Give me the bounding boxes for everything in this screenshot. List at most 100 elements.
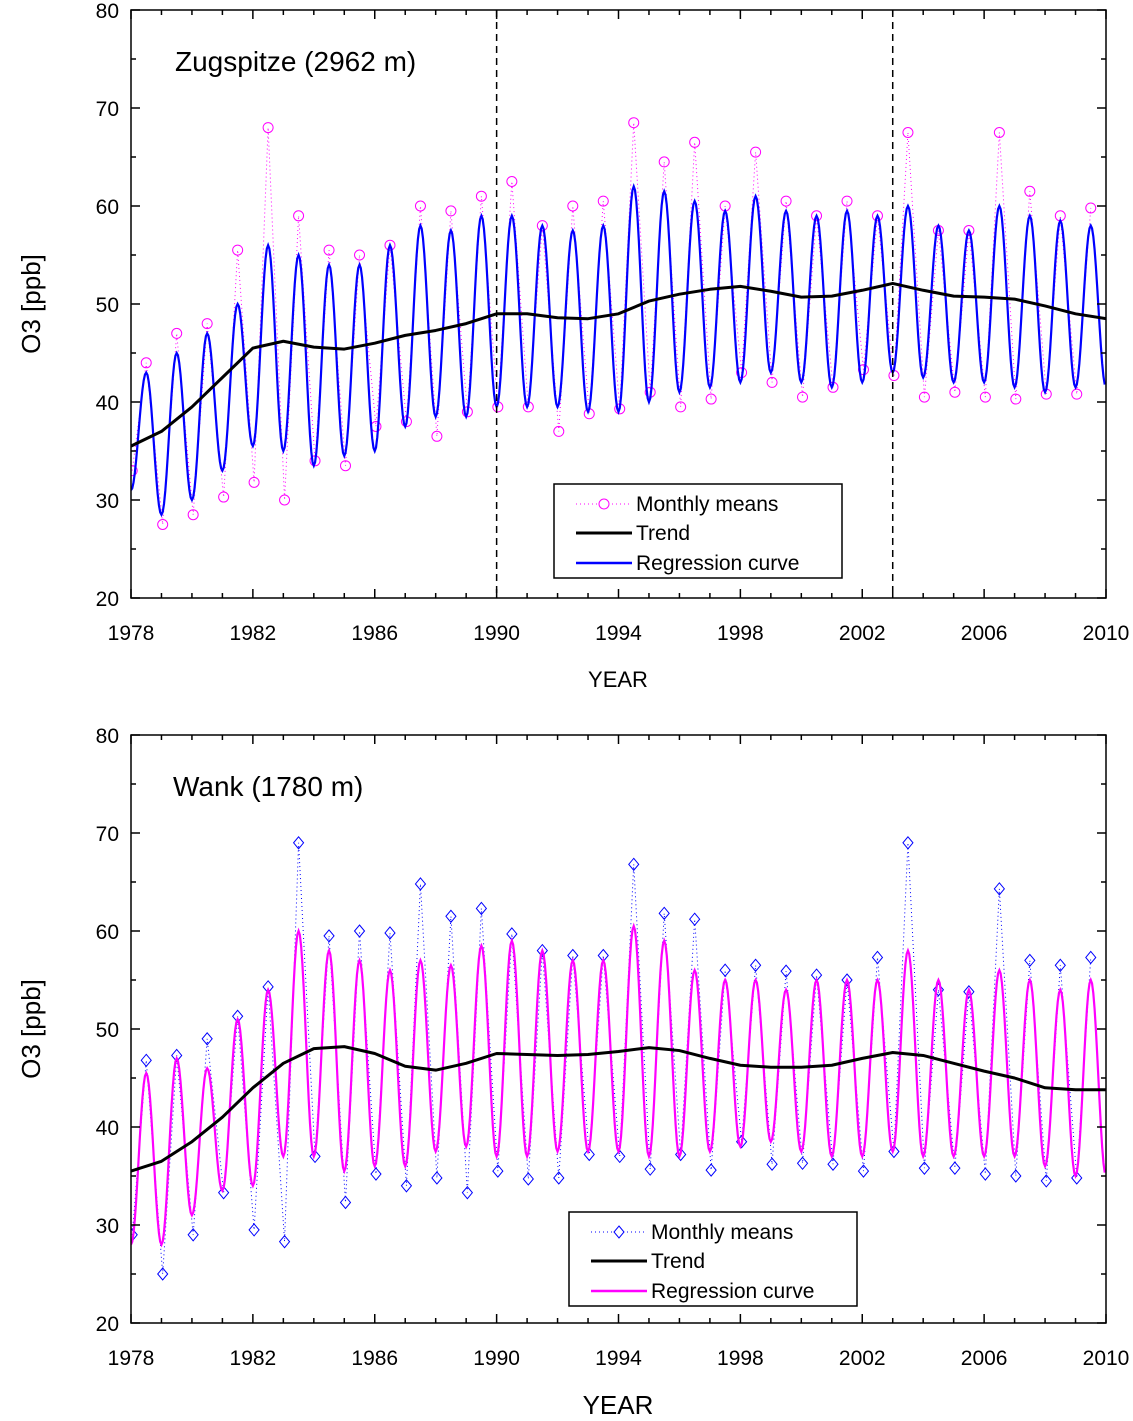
monthly-mean-point bbox=[628, 117, 640, 129]
monthly-mean-point bbox=[140, 1053, 152, 1068]
monthly-mean-point bbox=[131, 465, 138, 477]
monthly-mean-point bbox=[902, 836, 914, 850]
monthly-mean-point bbox=[384, 926, 396, 940]
x-tick-label: 2002 bbox=[839, 622, 886, 645]
monthly-mean-point bbox=[614, 1149, 626, 1164]
y-tick-label: 70 bbox=[96, 823, 119, 846]
monthly-mean-point bbox=[766, 1157, 778, 1172]
y-tick-label: 40 bbox=[96, 1117, 119, 1140]
monthly-mean-point bbox=[278, 1234, 291, 1249]
x-tick-label: 2006 bbox=[961, 622, 1008, 645]
monthly-mean-point bbox=[201, 1032, 213, 1046]
monthly-mean-point bbox=[797, 391, 809, 403]
trend-line bbox=[131, 1045, 1106, 1173]
monthly-mean-point bbox=[841, 195, 853, 207]
y-tick-label: 60 bbox=[96, 196, 119, 219]
monthly-mean-point bbox=[370, 1167, 382, 1181]
x-tick-label: 1982 bbox=[230, 1347, 277, 1370]
monthly-mean-point bbox=[1010, 1169, 1022, 1183]
monthly-mean-point bbox=[400, 1179, 413, 1193]
monthly-mean-point bbox=[279, 494, 291, 506]
x-axis-label: YEAR bbox=[588, 667, 648, 692]
x-tick-label: 1990 bbox=[473, 1347, 520, 1370]
monthly-mean-point bbox=[857, 1164, 870, 1178]
monthly-mean-point bbox=[553, 425, 565, 437]
y-tick-label: 80 bbox=[96, 0, 119, 23]
y-tick-label: 70 bbox=[96, 98, 119, 121]
monthly-mean-point bbox=[993, 882, 1006, 896]
monthly-mean-point bbox=[157, 519, 169, 530]
monthly-mean-point bbox=[993, 127, 1005, 138]
monthly-mean-point bbox=[218, 491, 230, 503]
x-tick-label: 1998 bbox=[717, 622, 764, 645]
monthly-mean-point bbox=[963, 225, 975, 236]
y-tick-label: 60 bbox=[96, 921, 119, 944]
chart-title: Zugspitze (2962 m) bbox=[175, 46, 416, 77]
regression-curve bbox=[131, 182, 1106, 518]
monthly-mean-point bbox=[1040, 1174, 1052, 1188]
chart-zugspitze: 1978 1982 1986 1990 1994 1998 2002 2006 2010 20 30… bbox=[16, 0, 1129, 692]
monthly-mean-point bbox=[871, 950, 884, 965]
monthly-mean-point bbox=[888, 1144, 900, 1159]
monthly-mean-point bbox=[780, 964, 792, 978]
monthly-mean-point bbox=[689, 136, 701, 148]
monthly-mean-point bbox=[309, 1149, 321, 1164]
monthly-mean-point bbox=[339, 1195, 352, 1210]
series-group bbox=[131, 836, 1106, 1281]
monthly-mean-point bbox=[248, 1223, 260, 1237]
monthly-mean-point bbox=[536, 220, 548, 232]
monthly-mean-point bbox=[353, 924, 366, 938]
legend-label-regression: Regression curve bbox=[651, 1280, 814, 1303]
monthly-mean-point bbox=[705, 1163, 717, 1177]
legend bbox=[568, 1211, 858, 1307]
monthly-mean-point bbox=[1054, 958, 1066, 973]
x-axis-label: YEAR bbox=[583, 1390, 654, 1416]
monthly-mean-point bbox=[171, 327, 183, 339]
y-tick-label: 20 bbox=[96, 1313, 119, 1336]
monthly-mean-point bbox=[293, 210, 305, 222]
legend-marker-circle bbox=[598, 498, 610, 510]
monthly-mean-point bbox=[949, 386, 961, 398]
monthly-mean-point bbox=[658, 906, 670, 921]
monthly-mean-point bbox=[187, 509, 199, 521]
monthly-mean-point bbox=[201, 318, 213, 330]
y-axis-label: O3 [ppb] bbox=[16, 254, 46, 354]
monthly-mean-point bbox=[157, 1267, 169, 1281]
x-tick-label: 1986 bbox=[351, 622, 398, 645]
monthly-mean-point bbox=[871, 210, 883, 222]
monthly-mean-point bbox=[705, 393, 717, 405]
monthly-mean-point bbox=[963, 984, 975, 999]
legend-label-trend: Trend bbox=[651, 1250, 705, 1273]
monthly-mean-point bbox=[384, 239, 396, 251]
monthly-mean-point bbox=[414, 877, 427, 891]
monthly-mean-point bbox=[187, 1228, 199, 1242]
monthly-mean-point bbox=[323, 929, 335, 943]
monthly-mean-point bbox=[583, 1147, 595, 1162]
monthly-mean-point bbox=[461, 1185, 474, 1200]
x-tick-label: 1990 bbox=[473, 622, 520, 645]
monthly-mean-point bbox=[340, 460, 351, 472]
x-tick-label: 2010 bbox=[1083, 1347, 1130, 1370]
monthly-mean-point bbox=[628, 857, 640, 872]
legend bbox=[553, 483, 843, 579]
chart-title: Wank (1780 m) bbox=[173, 771, 363, 802]
monthly-mean-point bbox=[292, 836, 305, 850]
x-tick-label: 2006 bbox=[961, 1347, 1008, 1370]
monthly-mean-point bbox=[492, 1164, 504, 1178]
legend-marker-diamond bbox=[613, 1225, 625, 1239]
monthly-mean-point bbox=[658, 156, 670, 168]
monthly-mean-point bbox=[431, 430, 443, 442]
x-tick-label: 1998 bbox=[717, 1347, 764, 1370]
monthly-mean-point bbox=[171, 1048, 183, 1063]
monthly-mean-point bbox=[750, 146, 762, 158]
monthly-mean-point bbox=[675, 401, 687, 413]
monthly-mean-point bbox=[1010, 393, 1022, 405]
monthly-mean-point bbox=[262, 122, 274, 134]
monthly-mean-point bbox=[918, 1161, 931, 1175]
monthly-mean-point bbox=[597, 195, 609, 207]
monthly-mean-point bbox=[217, 1185, 230, 1200]
y-tick-label: 50 bbox=[96, 294, 119, 317]
monthly-mean-point bbox=[323, 244, 335, 256]
x-tick-label: 1986 bbox=[351, 1347, 398, 1370]
